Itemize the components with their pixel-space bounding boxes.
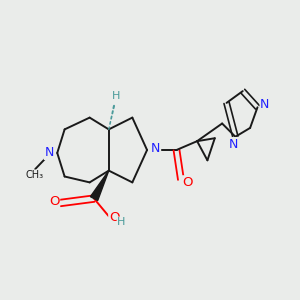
- Text: H: H: [112, 91, 120, 100]
- Text: N: N: [260, 98, 269, 111]
- Text: N: N: [229, 138, 239, 151]
- Text: CH₃: CH₃: [26, 170, 44, 180]
- Text: O: O: [49, 195, 60, 208]
- Text: O: O: [109, 211, 119, 224]
- Text: H: H: [117, 217, 126, 227]
- Text: O: O: [182, 176, 193, 189]
- Polygon shape: [90, 171, 109, 200]
- Text: N: N: [151, 142, 160, 155]
- Text: N: N: [44, 146, 54, 159]
